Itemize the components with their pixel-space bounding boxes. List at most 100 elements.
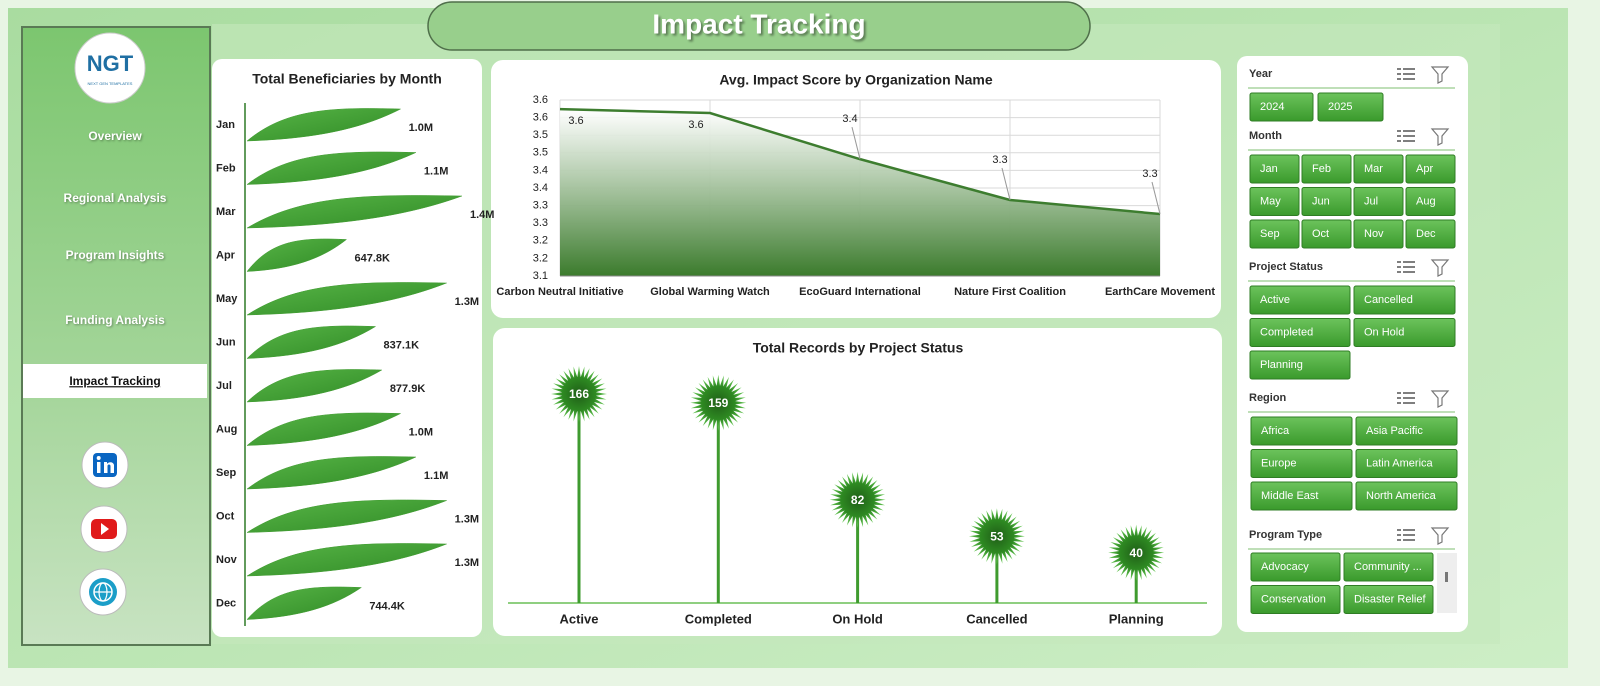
slicer-button[interactable]: [1301, 219, 1352, 249]
multi-select-icon[interactable]: [1397, 261, 1415, 273]
slicer-title: Year: [1249, 68, 1273, 80]
slicer-button[interactable]: [1353, 187, 1404, 216]
slicer-button[interactable]: [1249, 187, 1300, 216]
slicer-button-label[interactable]: Feb: [1312, 163, 1331, 175]
slicer-button-label[interactable]: Completed: [1260, 326, 1313, 338]
marker: [1108, 524, 1165, 581]
y-tick-label: May: [216, 293, 238, 305]
slicer-button[interactable]: [1249, 92, 1314, 122]
slicer-button[interactable]: [1353, 318, 1456, 347]
slicer-button-label[interactable]: Active: [1260, 294, 1290, 306]
multi-select-icon[interactable]: [1397, 130, 1415, 142]
clear-filter-icon[interactable]: [1430, 527, 1450, 545]
linkedin-icon[interactable]: [81, 441, 129, 489]
slicer-button-label[interactable]: Latin America: [1366, 457, 1434, 469]
slicer-button-label[interactable]: Conservation: [1261, 593, 1326, 605]
slicer-button-label[interactable]: Africa: [1261, 425, 1290, 437]
slicer-button[interactable]: [1355, 481, 1458, 511]
slicer-button-label[interactable]: Jul: [1364, 195, 1378, 207]
x-tick-label: EcoGuard International: [799, 286, 921, 298]
marker: [690, 374, 747, 431]
slicer-button[interactable]: [1249, 154, 1300, 184]
bar: [246, 282, 447, 316]
clear-filter-icon[interactable]: [1430, 390, 1450, 408]
slicer-button[interactable]: [1301, 154, 1352, 184]
slicer-button-label[interactable]: Community ...: [1354, 561, 1422, 573]
data-label: 1.1M: [424, 470, 448, 482]
slicer-button-label[interactable]: Asia Pacific: [1366, 425, 1423, 437]
slicer-button[interactable]: [1249, 219, 1300, 249]
bar: [246, 108, 401, 142]
slicer-button-label[interactable]: Aug: [1416, 195, 1436, 207]
slicer-button-label[interactable]: Mar: [1364, 163, 1383, 175]
y-tick-label: 3.2: [533, 252, 548, 264]
y-tick-label: 3.6: [533, 94, 548, 106]
slicer-button[interactable]: [1355, 416, 1458, 446]
slicer-button[interactable]: [1250, 481, 1353, 511]
slicer-button-label[interactable]: May: [1260, 195, 1281, 207]
slicer-button[interactable]: [1249, 318, 1351, 347]
bar: [246, 412, 401, 446]
slicer-button[interactable]: [1353, 219, 1404, 249]
nav-item[interactable]: Overview: [88, 129, 142, 143]
youtube-icon[interactable]: [80, 505, 128, 553]
slicer-button-label[interactable]: Apr: [1416, 163, 1433, 175]
slicer-button[interactable]: [1249, 350, 1351, 380]
x-tick-label: Active: [559, 611, 598, 626]
slicer-button[interactable]: [1343, 585, 1434, 614]
slicer-button-label[interactable]: Jun: [1312, 195, 1330, 207]
slicer-button-label[interactable]: North America: [1366, 490, 1437, 502]
slicer-title: Month: [1249, 130, 1282, 142]
slicer-button[interactable]: [1250, 552, 1341, 582]
slicer-button-label[interactable]: 2025: [1328, 101, 1352, 113]
slicer-button-label[interactable]: Nov: [1364, 228, 1384, 240]
slicer-button-label[interactable]: Sep: [1260, 228, 1280, 240]
nav-item[interactable]: Program Insights: [66, 248, 165, 262]
marker: [551, 366, 607, 422]
slicer-button[interactable]: [1353, 285, 1456, 315]
bar: [246, 499, 447, 533]
y-tick-label: Sep: [216, 467, 236, 479]
slicer-button-label[interactable]: Planning: [1260, 359, 1303, 371]
slicer-button-label[interactable]: Disaster Relief: [1354, 593, 1426, 605]
multi-select-icon[interactable]: [1397, 529, 1415, 541]
leader-line: [851, 127, 861, 160]
y-tick-label: Feb: [216, 162, 236, 174]
scrollbar-thumb[interactable]: [1445, 572, 1448, 582]
slicer-button-label[interactable]: Middle East: [1261, 490, 1318, 502]
slicer-button[interactable]: [1317, 92, 1384, 122]
slicer-button-label[interactable]: Cancelled: [1364, 294, 1413, 306]
slicer-button-label[interactable]: Jan: [1260, 163, 1278, 175]
multi-select-icon[interactable]: [1397, 68, 1415, 80]
nav-item[interactable]: Regional Analysis: [64, 191, 167, 205]
slicer-button[interactable]: [1249, 285, 1351, 315]
slicer-button[interactable]: [1405, 187, 1456, 216]
slicer-button[interactable]: [1405, 154, 1456, 184]
slicer-button-label[interactable]: Europe: [1261, 457, 1296, 469]
slicer-button[interactable]: [1250, 416, 1353, 446]
y-tick-label: Jul: [216, 380, 232, 392]
slicer-button[interactable]: [1250, 585, 1341, 614]
slicer-button-label[interactable]: Advocacy: [1261, 561, 1309, 573]
slicer-button[interactable]: [1355, 449, 1458, 478]
slicer-button[interactable]: [1405, 219, 1456, 249]
multi-select-icon[interactable]: [1397, 392, 1415, 404]
slicer-button-label[interactable]: Dec: [1416, 228, 1436, 240]
slicer-button[interactable]: [1343, 552, 1434, 582]
slicer-button[interactable]: [1301, 187, 1352, 216]
nav-item[interactable]: Impact Tracking: [69, 374, 160, 388]
slicer-button-label[interactable]: Oct: [1312, 228, 1329, 240]
slicer-button[interactable]: [1250, 449, 1353, 478]
x-tick-label: Completed: [685, 611, 752, 626]
slicer-button-label[interactable]: On Hold: [1364, 326, 1404, 338]
slicer-button-label[interactable]: 2024: [1260, 101, 1284, 113]
data-label: 3.3: [1142, 168, 1157, 180]
clear-filter-icon[interactable]: [1430, 128, 1450, 146]
leader-line: [1001, 167, 1011, 201]
x-tick-label: On Hold: [832, 611, 883, 626]
clear-filter-icon[interactable]: [1430, 259, 1450, 277]
website-icon[interactable]: [79, 568, 127, 616]
nav-item[interactable]: Funding Analysis: [65, 313, 165, 327]
slicer-button[interactable]: [1353, 154, 1404, 184]
clear-filter-icon[interactable]: [1430, 66, 1450, 84]
